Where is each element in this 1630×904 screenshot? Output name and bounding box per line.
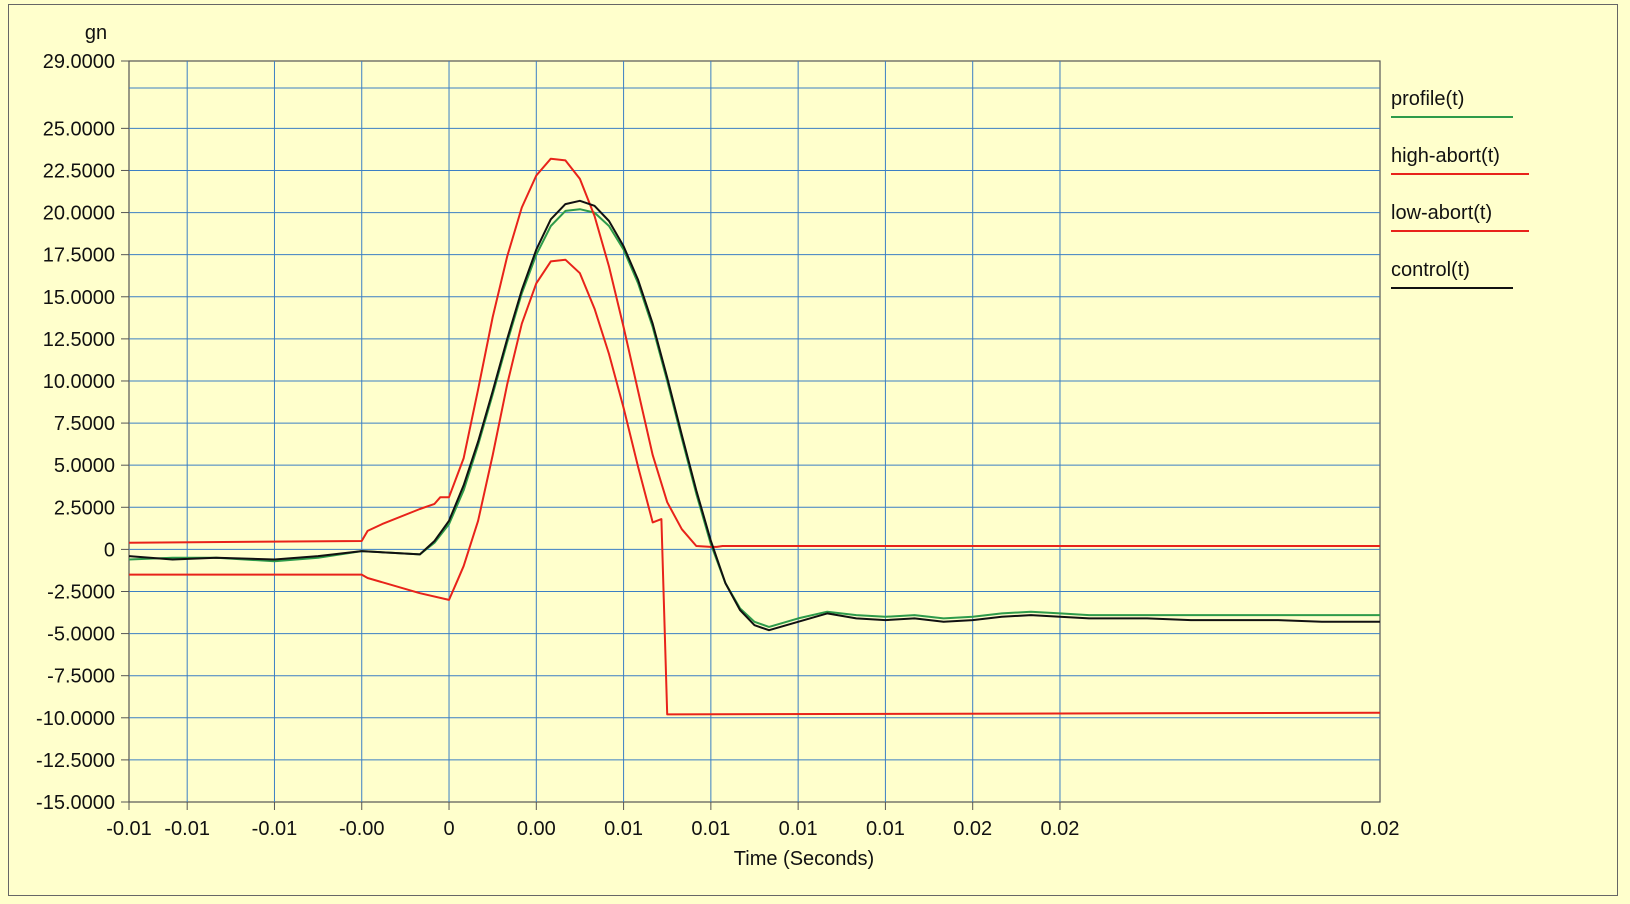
x-tick-label: -0.00: [339, 818, 385, 840]
y-tick-label: 10.0000: [43, 371, 115, 393]
y-tick-label: -15.0000: [36, 792, 115, 814]
plot-area: [128, 60, 1381, 803]
series-line-high-abort: [128, 157, 1380, 548]
x-tick-label: 0: [443, 818, 454, 840]
legend-label-control: control(t): [1391, 259, 1470, 281]
series-line-low-abort: [129, 258, 1381, 716]
y-tick-label: 22.5000: [43, 160, 115, 182]
x-tick-label: 0.00: [517, 818, 556, 840]
x-tick-label: 0.01: [779, 818, 818, 840]
series-line-control: [128, 199, 1380, 632]
chart-frame: 29.0000 25.0000 22.5000 20.0000 17.5000 15.00…: [8, 4, 1618, 896]
legend-label-high-abort: high-abort(t): [1391, 145, 1500, 167]
legend-label-low-abort: low-abort(t): [1391, 202, 1492, 224]
y-tick-label: 29.0000: [43, 51, 115, 73]
x-tick-label: -0.01: [252, 818, 298, 840]
legend-label-profile: profile(t): [1391, 88, 1464, 110]
x-tick-label: -0.01: [106, 818, 152, 840]
x-tick-label: 0.02: [1361, 818, 1400, 840]
x-tick-label: 0.01: [866, 818, 905, 840]
y-tick-label: 2.5000: [54, 497, 115, 519]
line-chart: 29.0000 25.0000 22.5000 20.0000 17.5000 15.00…: [36, 22, 1529, 870]
y-tick-label: 20.0000: [43, 203, 115, 225]
y-tick-label: 5.0000: [54, 455, 115, 477]
y-tick-label: -7.5000: [47, 666, 115, 688]
y-axis-title: gn: [85, 22, 107, 44]
x-tick-label: -0.01: [164, 818, 210, 840]
y-tick-label: 25.0000: [43, 118, 115, 140]
y-tick-label: -10.0000: [36, 708, 115, 730]
legend: profile(t) high-abort(t) low-abort(t) contr…: [1391, 88, 1529, 289]
y-tick-label: 12.5000: [43, 329, 115, 351]
y-tick-label: -5.0000: [47, 624, 115, 646]
x-tick-label: 0.02: [953, 818, 992, 840]
series-lines: [128, 157, 1381, 716]
y-axis-ticks: 29.0000 25.0000 22.5000 20.0000 17.5000 15.00…: [36, 51, 129, 814]
y-tick-label: -2.5000: [47, 581, 115, 603]
x-axis-ticks: -0.01 -0.01 -0.01 -0.00 0 0.00 0.01 0.01 0.01 0.0…: [106, 802, 1399, 840]
y-tick-label: 17.5000: [43, 245, 115, 267]
x-axis-title: Time (Seconds): [734, 848, 874, 870]
x-tick-label: 0.01: [604, 818, 643, 840]
y-tick-label: 7.5000: [54, 413, 115, 435]
y-tick-label: -12.5000: [36, 750, 115, 772]
x-tick-label: 0.01: [691, 818, 730, 840]
grid: [129, 61, 1380, 802]
y-tick-label: 0: [104, 539, 115, 561]
x-tick-label: 0.02: [1041, 818, 1080, 840]
y-tick-label: 15.0000: [43, 287, 115, 309]
